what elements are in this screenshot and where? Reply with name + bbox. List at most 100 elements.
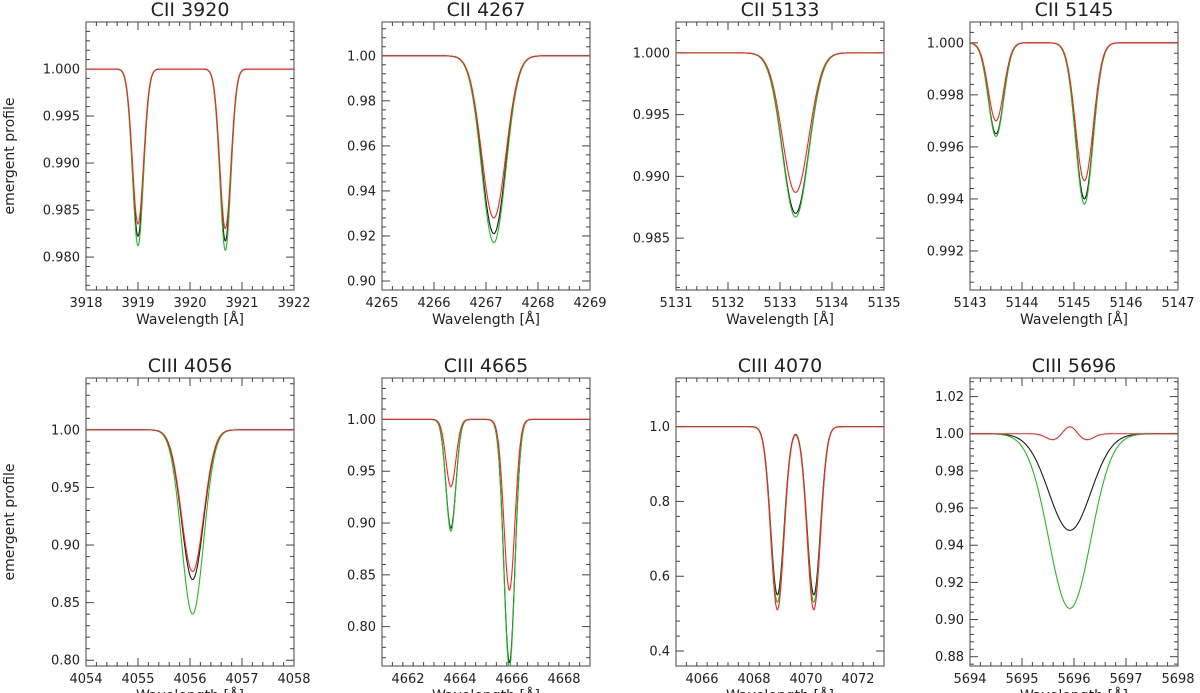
y-tick-label: 0.980 <box>43 251 80 266</box>
y-tick-label: 0.998 <box>927 88 964 103</box>
model-curve-red <box>382 55 590 219</box>
chart-panel-6: CIII 4665 4662 4664 4666 4668 0.80 0.85 0.90 0.9… <box>347 355 591 693</box>
chart-panel-8: CIII 5696 5694 5695 5696 5697 5698 0.88 0.90 0.9… <box>935 355 1195 693</box>
model-curve-red <box>86 429 294 573</box>
chart-panel-3: CII 5133 5131 5132 5133 5134 5135 0.985 0.990 0.… <box>633 0 901 328</box>
y-tick-label: 0.85 <box>347 568 376 583</box>
model-curve-black <box>86 429 294 581</box>
x-tick-label: 4266 <box>417 296 450 311</box>
x-tick-label: 4056 <box>173 672 206 687</box>
y-tick-label: 1.0 <box>649 420 670 435</box>
model-curve-green <box>382 418 590 666</box>
model-curve-red <box>676 52 884 193</box>
model-curve-green <box>86 68 294 251</box>
x-tick-label: 5143 <box>953 296 986 311</box>
y-axis-label: emergent profile <box>2 464 18 581</box>
y-tick-label: 0.996 <box>927 140 964 155</box>
chart-title: CIII 4056 <box>148 355 232 377</box>
y-tick-label: 0.92 <box>935 576 964 591</box>
y-tick-label: 0.990 <box>43 157 80 172</box>
y-tick-label: 0.992 <box>927 244 964 259</box>
y-tick-label: 0.90 <box>347 274 376 289</box>
y-tick-label: 0.8 <box>649 495 670 510</box>
model-curve-green <box>382 55 590 244</box>
x-tick-label: 3920 <box>173 296 206 311</box>
chart-title: CIII 4665 <box>444 355 528 377</box>
model-curve-black <box>86 68 294 242</box>
x-tick-label: 3921 <box>225 296 258 311</box>
x-axis-label: Wavelength [Å] <box>432 687 540 693</box>
y-tick-label: 0.6 <box>649 570 670 585</box>
x-tick-label: 4058 <box>277 672 310 687</box>
x-tick-label: 5146 <box>1109 296 1142 311</box>
y-tick-label: 0.92 <box>347 229 376 244</box>
x-tick-label: 4057 <box>225 672 258 687</box>
x-axis-label: Wavelength [Å] <box>726 311 834 328</box>
x-tick-label: 5145 <box>1057 296 1090 311</box>
plot-frame <box>675 21 885 291</box>
model-curve-red <box>970 42 1178 182</box>
y-tick-label: 0.80 <box>347 620 376 635</box>
y-tick-label: 0.995 <box>43 110 80 125</box>
x-tick-label: 5694 <box>953 672 986 687</box>
y-tick-label: 1.000 <box>927 36 964 51</box>
y-tick-label: 1.00 <box>935 427 964 442</box>
chart-title: CII 5133 <box>741 0 820 21</box>
x-tick-label: 5135 <box>867 296 900 311</box>
chart-panel-2: CII 4267 4265 4266 4267 4268 4269 0.90 0.92 0.94… <box>347 0 607 328</box>
x-tick-label: 4066 <box>685 672 718 687</box>
x-tick-label: 4269 <box>573 296 606 311</box>
x-tick-label: 5696 <box>1057 672 1090 687</box>
x-axis-label: Wavelength [Å] <box>136 311 244 328</box>
plot-frame <box>381 21 591 291</box>
y-tick-label: 0.96 <box>347 139 376 154</box>
y-tick-label: 0.985 <box>633 232 670 247</box>
x-tick-label: 5133 <box>763 296 796 311</box>
model-curve-green <box>970 433 1178 609</box>
x-tick-label: 4265 <box>365 296 398 311</box>
x-tick-label: 5144 <box>1005 296 1038 311</box>
plot-frame <box>969 21 1179 291</box>
y-tick-label: 0.94 <box>347 184 376 199</box>
x-axis-label: Wavelength [Å] <box>726 687 834 693</box>
y-tick-label: 0.95 <box>51 481 80 496</box>
chart-title: CII 5145 <box>1035 0 1114 21</box>
model-curve-red <box>970 426 1178 441</box>
model-curve-red <box>382 418 590 591</box>
model-curve-red <box>676 426 884 611</box>
y-tick-label: 0.98 <box>935 464 964 479</box>
x-tick-label: 3918 <box>69 296 102 311</box>
x-tick-label: 4662 <box>391 672 424 687</box>
x-axis-label: Wavelength [Å] <box>1020 311 1128 328</box>
x-tick-label: 3922 <box>277 296 310 311</box>
chart-panel-4: CII 5145 5143 5144 5145 5146 5147 0.992 0.994 0.… <box>927 0 1195 328</box>
chart-title: CII 3920 <box>151 0 230 21</box>
x-tick-label: 5132 <box>711 296 744 311</box>
y-tick-label: 0.80 <box>51 654 80 669</box>
y-tick-label: 0.90 <box>347 517 376 532</box>
y-tick-label: 0.995 <box>633 108 670 123</box>
chart-title: CII 4267 <box>447 0 526 21</box>
x-tick-label: 4072 <box>841 672 874 687</box>
y-tick-label: 0.88 <box>935 650 964 665</box>
model-curve-red <box>86 68 294 230</box>
x-tick-label: 4054 <box>69 672 102 687</box>
x-tick-label: 4268 <box>521 296 554 311</box>
plot-frame <box>381 377 591 667</box>
x-axis-label: Wavelength [Å] <box>1020 687 1128 693</box>
model-curve-green <box>676 52 884 218</box>
x-tick-label: 5147 <box>1161 296 1194 311</box>
chart-title: CIII 5696 <box>1032 355 1116 377</box>
x-axis-label: Wavelength [Å] <box>432 311 540 328</box>
x-tick-label: 4068 <box>737 672 770 687</box>
x-axis-label: Wavelength [Å] <box>136 687 244 693</box>
y-tick-label: 0.98 <box>347 94 376 109</box>
y-tick-label: 1.00 <box>51 423 80 438</box>
plot-frame <box>969 377 1179 667</box>
model-curve-black <box>970 433 1178 531</box>
model-curve-green <box>970 42 1178 205</box>
x-tick-label: 4668 <box>547 672 580 687</box>
y-tick-label: 1.00 <box>347 49 376 64</box>
y-axis-label: emergent profile <box>2 98 18 215</box>
